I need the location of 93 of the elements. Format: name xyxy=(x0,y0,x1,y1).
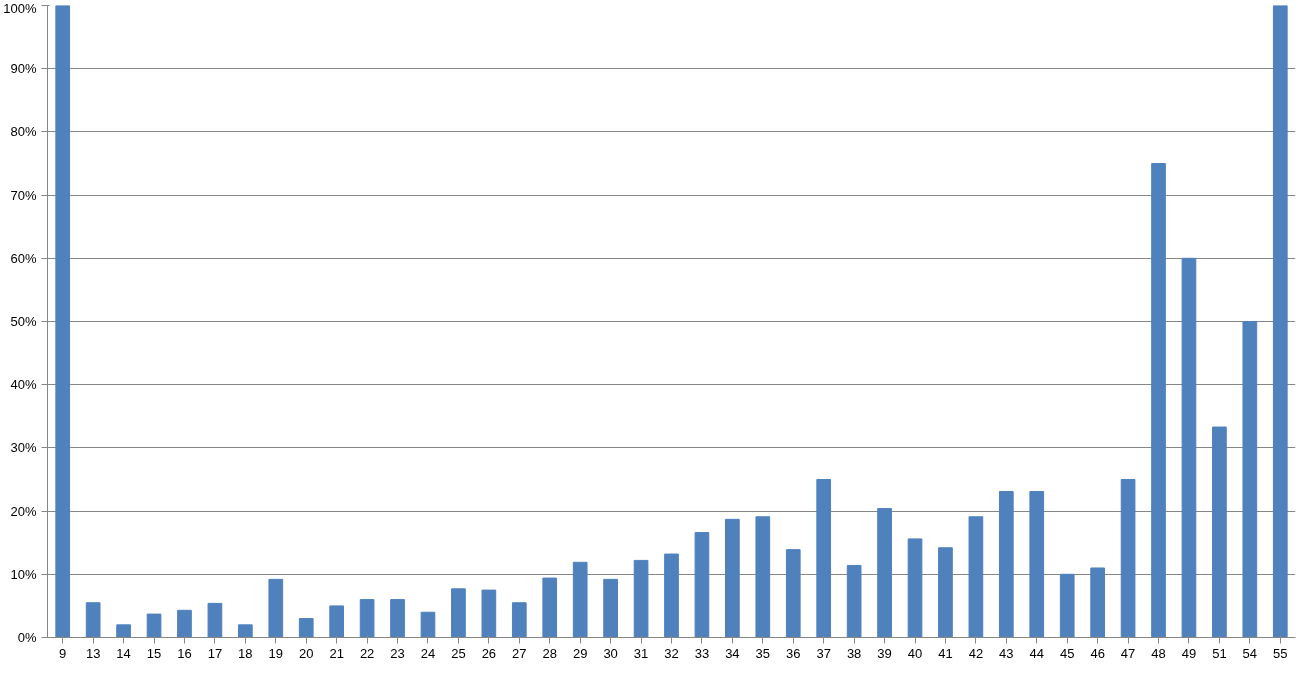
bar xyxy=(1090,567,1105,638)
x-tick-label: 29 xyxy=(572,645,588,661)
bar xyxy=(998,491,1014,638)
bar xyxy=(390,599,405,638)
bar xyxy=(785,549,801,638)
x-tick-label: 18 xyxy=(238,645,253,661)
x-tick-label: 26 xyxy=(481,645,497,661)
x-tick-label: 14 xyxy=(116,645,131,661)
x-tick-label: 55 xyxy=(1273,645,1288,661)
x-tick-label: 51 xyxy=(1212,645,1227,661)
x-tick-label: 36 xyxy=(786,645,801,661)
x-tick-label: 31 xyxy=(633,645,649,661)
x-tick-label: 17 xyxy=(207,645,223,661)
x-tick-label: 16 xyxy=(177,645,192,661)
bar xyxy=(207,602,223,638)
x-tick-label: 40 xyxy=(907,645,923,661)
bar xyxy=(1059,573,1075,638)
x-tick-label: 20 xyxy=(299,645,314,661)
x-tick-label: 49 xyxy=(1181,645,1197,661)
bar xyxy=(938,547,953,638)
x-tick-label: 43 xyxy=(999,645,1014,661)
x-tick-label: 30 xyxy=(603,645,618,661)
x-tick-label: 28 xyxy=(542,645,557,661)
x-tick-label: 15 xyxy=(146,645,162,661)
x-tick-label: 19 xyxy=(268,645,284,661)
bar xyxy=(298,618,314,638)
bar xyxy=(846,564,862,638)
y-tick-label: 0% xyxy=(17,630,37,645)
bar xyxy=(55,5,71,638)
y-tick-label: 30% xyxy=(10,440,37,456)
bar xyxy=(511,602,527,638)
bar xyxy=(633,559,649,638)
bar xyxy=(420,611,436,638)
bar xyxy=(238,624,253,638)
y-tick-label: 20% xyxy=(10,503,37,519)
bar xyxy=(1272,5,1288,638)
y-tick-label: 50% xyxy=(10,314,37,329)
bar xyxy=(116,624,131,638)
bar xyxy=(968,516,984,638)
bar xyxy=(451,588,466,638)
y-tick-label: 90% xyxy=(10,61,37,77)
x-tick-label: 25 xyxy=(451,645,466,661)
bar xyxy=(481,589,497,638)
x-tick-label: 9 xyxy=(59,645,67,661)
bar xyxy=(1212,426,1227,638)
x-tick-label: 39 xyxy=(877,645,892,661)
bar xyxy=(907,538,923,638)
bar xyxy=(603,578,618,638)
bar xyxy=(329,605,345,638)
bar xyxy=(177,609,192,638)
bar xyxy=(1181,257,1197,638)
bar xyxy=(1029,491,1045,638)
bar xyxy=(572,561,588,638)
bar xyxy=(359,599,375,638)
x-tick-label: 22 xyxy=(359,645,375,661)
y-tick-label: 10% xyxy=(10,566,37,582)
x-tick-label: 54 xyxy=(1242,645,1258,661)
x-tick-label: 38 xyxy=(846,645,862,661)
y-tick-label: 100% xyxy=(3,0,37,16)
x-tick-label: 24 xyxy=(420,645,436,661)
x-tick-label: 41 xyxy=(938,645,953,661)
x-tick-label: 35 xyxy=(755,645,771,661)
x-tick-label: 27 xyxy=(512,645,527,661)
y-tick-label: 80% xyxy=(10,124,37,140)
x-tick-label: 46 xyxy=(1090,645,1105,661)
bar xyxy=(755,516,771,638)
bar xyxy=(725,518,740,638)
x-tick-label: 44 xyxy=(1029,645,1045,661)
bar xyxy=(1151,163,1166,638)
bar xyxy=(877,508,892,638)
x-tick-label: 45 xyxy=(1059,645,1075,661)
y-tick-label: 40% xyxy=(10,377,37,393)
bar xyxy=(664,553,679,638)
bar xyxy=(268,578,284,638)
x-tick-label: 23 xyxy=(390,645,405,661)
bar xyxy=(542,577,558,638)
x-tick-label: 21 xyxy=(329,645,344,661)
x-tick-label: 13 xyxy=(85,645,101,661)
x-tick-label: 34 xyxy=(725,645,740,661)
bar xyxy=(1120,479,1136,638)
x-tick-label: 32 xyxy=(664,645,679,661)
x-tick-label: 48 xyxy=(1151,645,1166,661)
bar xyxy=(1242,321,1258,638)
bar xyxy=(85,602,101,638)
y-tick-label: 60% xyxy=(10,250,37,266)
bar xyxy=(816,479,832,638)
x-tick-label: 47 xyxy=(1120,645,1136,661)
bar xyxy=(146,613,162,638)
x-tick-label: 33 xyxy=(694,645,710,661)
bar xyxy=(694,532,710,638)
x-tick-label: 42 xyxy=(968,645,984,661)
x-tick-label: 37 xyxy=(816,645,831,661)
y-tick-label: 70% xyxy=(10,187,37,203)
